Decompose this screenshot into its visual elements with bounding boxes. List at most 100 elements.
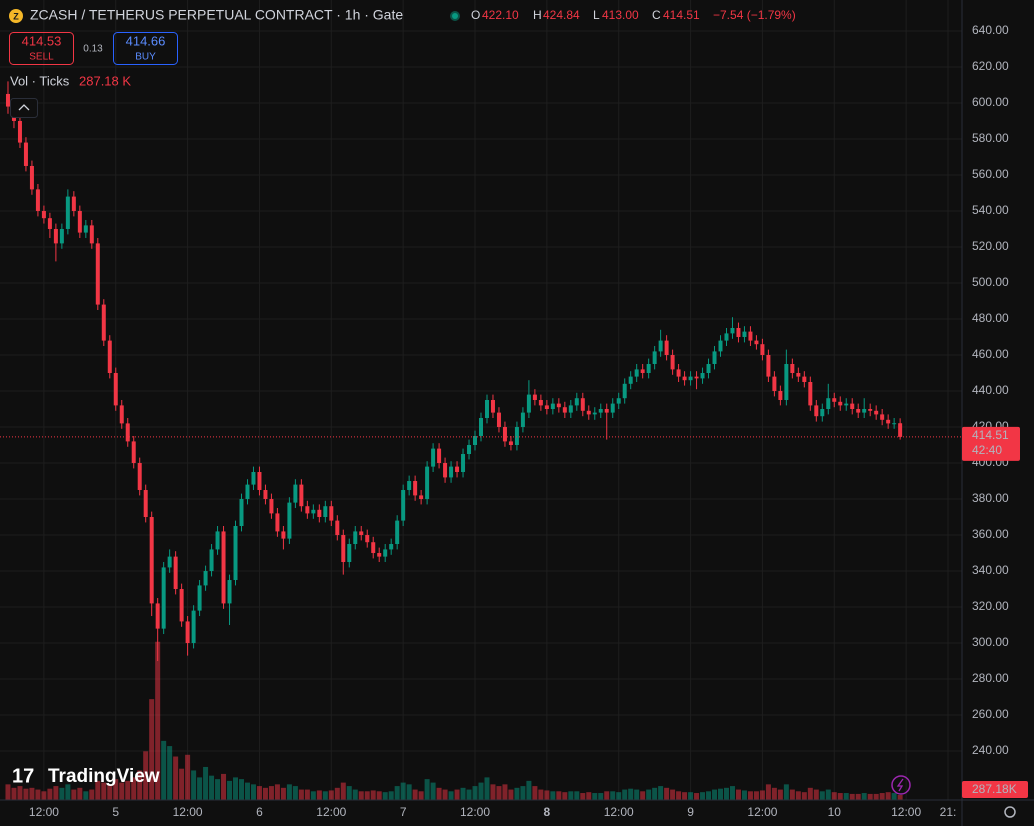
volume-tag-label: 287.18K	[972, 782, 1017, 796]
candle-body	[856, 409, 861, 413]
candle-body	[862, 409, 867, 413]
axes: 240.00 260.00 280.00 300.00 320.00 340.00 360.…	[29, 23, 1028, 819]
volume-bar	[484, 777, 490, 800]
candle-body	[179, 589, 184, 622]
sell-price[interactable]: 414.53	[22, 33, 62, 48]
candle-body	[682, 376, 687, 381]
buy-label[interactable]: BUY	[135, 52, 156, 63]
volume-bar	[364, 791, 370, 800]
volume-bar	[256, 786, 262, 800]
volume-bar	[700, 792, 706, 800]
candle-body	[670, 354, 675, 370]
candle-body	[754, 340, 759, 345]
candle-body	[484, 400, 489, 419]
x-tick-label: 12:00	[173, 805, 203, 819]
volume-bar	[346, 786, 352, 800]
volume-bar	[394, 786, 400, 800]
settings-icon[interactable]	[1004, 806, 1016, 818]
volume-bar	[41, 791, 47, 800]
candle-body	[191, 610, 196, 644]
x-tick-label: 10	[828, 805, 842, 819]
candle-body	[544, 405, 549, 410]
volume-bar	[514, 787, 520, 800]
volume-bar	[807, 787, 813, 800]
candle-body	[796, 372, 801, 377]
candle-body	[616, 398, 621, 404]
market-status-dot	[452, 13, 458, 19]
volume-bar	[191, 770, 197, 800]
volume-bar	[406, 784, 412, 800]
volume-bar	[885, 792, 891, 800]
chart-title: ZCASH / TETHERUS PERPETUAL CONTRACT · 1h…	[30, 7, 403, 23]
candle-body	[221, 531, 226, 604]
volume-bar	[119, 782, 125, 800]
volume-bar	[646, 789, 652, 800]
candle-body	[664, 340, 669, 355]
candle-body	[748, 331, 753, 341]
volume-bar	[795, 791, 801, 800]
volume-bar	[454, 789, 460, 800]
volume-bar	[358, 791, 364, 800]
y-tick-label: 440.00	[972, 383, 1009, 397]
volume-bar	[143, 751, 149, 800]
ohlc-key: H	[533, 8, 542, 22]
volume-bar	[113, 779, 119, 800]
volume-pane	[5, 641, 903, 800]
candle-body	[263, 490, 268, 500]
y-tick-label: 620.00	[972, 59, 1009, 73]
buy-price[interactable]: 414.66	[126, 33, 166, 48]
volume-bar	[161, 740, 167, 800]
candle-body	[724, 333, 729, 341]
buy-button[interactable]	[113, 32, 178, 65]
candle-body	[700, 372, 705, 379]
volume-bar	[460, 787, 466, 800]
volume-bar	[53, 786, 59, 800]
candle-body	[610, 403, 615, 413]
alert-bolt[interactable]	[896, 778, 904, 792]
candle-body	[251, 472, 256, 485]
volume-bar	[436, 787, 442, 800]
candle-body	[490, 400, 495, 413]
volume-bar	[47, 788, 53, 800]
volume-bar	[723, 787, 729, 800]
candle-body	[778, 390, 783, 400]
sell-label[interactable]: SELL	[29, 52, 54, 63]
volume-bar	[496, 786, 502, 800]
candle-body	[832, 398, 837, 402]
volume-bar	[179, 768, 185, 800]
alert-icon[interactable]	[891, 775, 911, 795]
volume-bar	[400, 782, 406, 800]
x-tick-label: 7	[400, 805, 407, 819]
candle-body	[101, 304, 106, 341]
candle-body	[850, 403, 855, 410]
candle-body	[694, 376, 699, 379]
candle-body	[532, 394, 537, 400]
candle-body	[359, 531, 364, 536]
volume-bar	[640, 791, 646, 800]
candle-body	[479, 418, 483, 437]
volume-bar	[765, 784, 771, 800]
candle-body	[185, 621, 190, 644]
volume-bar	[825, 789, 831, 800]
candle-body	[377, 553, 382, 557]
candle-body	[137, 463, 142, 491]
candle-body	[742, 331, 747, 337]
volume-bar	[783, 784, 789, 800]
candle-body	[71, 196, 76, 211]
volume-bar	[185, 754, 191, 800]
candle-body	[233, 526, 238, 581]
collapse-icon[interactable]	[18, 104, 30, 111]
volume-bar	[604, 791, 610, 800]
volume-bar	[580, 793, 586, 800]
volume-bar	[298, 789, 304, 800]
sell-button[interactable]	[9, 32, 74, 65]
candle-body	[562, 407, 567, 413]
volume-bar	[334, 787, 340, 800]
candle-body	[676, 369, 681, 377]
volume-bar	[592, 793, 598, 800]
candle-body	[473, 436, 478, 446]
candle-body	[281, 531, 286, 539]
candle-body	[35, 189, 40, 211]
collapse-button[interactable]	[10, 98, 38, 118]
volume-bar	[855, 793, 861, 800]
